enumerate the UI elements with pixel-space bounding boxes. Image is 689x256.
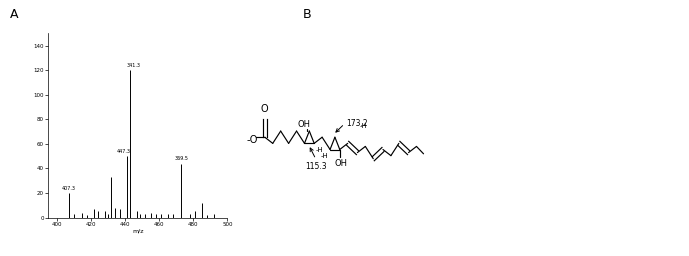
Text: -H: -H xyxy=(316,147,324,153)
Text: -H: -H xyxy=(320,153,328,159)
Text: -O: -O xyxy=(247,135,258,145)
Text: 447.3: 447.3 xyxy=(116,149,130,154)
Text: 369.5: 369.5 xyxy=(174,156,188,161)
Text: O: O xyxy=(261,104,269,114)
Text: 115.3: 115.3 xyxy=(305,162,327,171)
Text: -H: -H xyxy=(359,123,367,129)
Text: B: B xyxy=(303,8,312,21)
Text: 341.3: 341.3 xyxy=(127,63,141,68)
Text: 407.3: 407.3 xyxy=(62,186,76,190)
Text: 173.2: 173.2 xyxy=(347,119,368,128)
Text: OH: OH xyxy=(334,159,347,168)
Text: A: A xyxy=(10,8,19,21)
X-axis label: m/z: m/z xyxy=(132,228,143,233)
Text: OH: OH xyxy=(298,120,311,129)
